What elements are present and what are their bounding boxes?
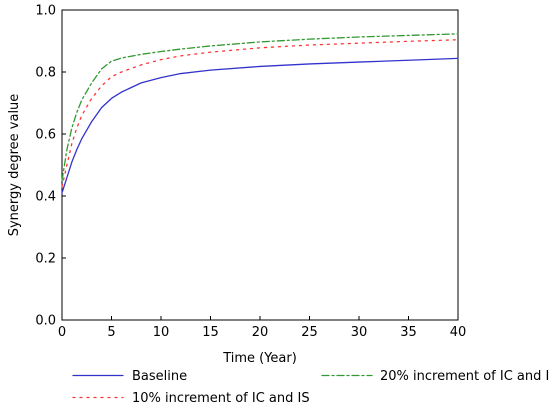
series-group: [61, 33, 459, 194]
y-tick-label: 0.2: [35, 252, 56, 267]
series-line-2: [61, 39, 459, 188]
x-axis: 0 5 10 15 20 25 30 35 40: [58, 316, 466, 340]
plot-frame: [61, 9, 459, 321]
legend-label: 10% increment of IC and IS: [132, 391, 310, 406]
legend-item: Baseline: [72, 369, 187, 384]
series-line-1: [61, 57, 459, 194]
x-tick-label: 40: [450, 325, 467, 340]
legend-item: 20% increment of IC and IS: [321, 369, 550, 384]
x-tick-label: 25: [301, 325, 318, 340]
x-tick-label: 5: [107, 325, 115, 340]
y-tick-label: 0.6: [35, 128, 56, 143]
x-tick-label: 0: [58, 325, 66, 340]
legend-label: 20% increment of IC and IS: [380, 369, 550, 384]
legend-item: 10% increment of IC and IS: [72, 391, 310, 406]
x-axis-title: Time (Year): [222, 351, 297, 366]
legend-label: Baseline: [132, 369, 187, 384]
plot-area: [61, 9, 459, 321]
y-tick-label: 0.4: [35, 190, 56, 205]
x-tick-label: 15: [202, 325, 219, 340]
y-tick-label: 0.0: [35, 314, 56, 329]
y-axis: 0.0 0.2 0.4 0.6 0.8 1.0: [35, 4, 66, 329]
x-tick-label: 30: [351, 325, 368, 340]
x-tick-label: 20: [252, 325, 269, 340]
series-line-3: [61, 33, 459, 182]
legend: Baseline 10% increment of IC and IS 20% in…: [72, 369, 550, 406]
x-tick-label: 10: [153, 325, 170, 340]
y-tick-label: 1.0: [35, 4, 56, 19]
x-tick-label: 35: [400, 325, 417, 340]
y-axis-title: Synergy degree value: [7, 94, 22, 237]
y-tick-label: 0.8: [35, 66, 56, 81]
